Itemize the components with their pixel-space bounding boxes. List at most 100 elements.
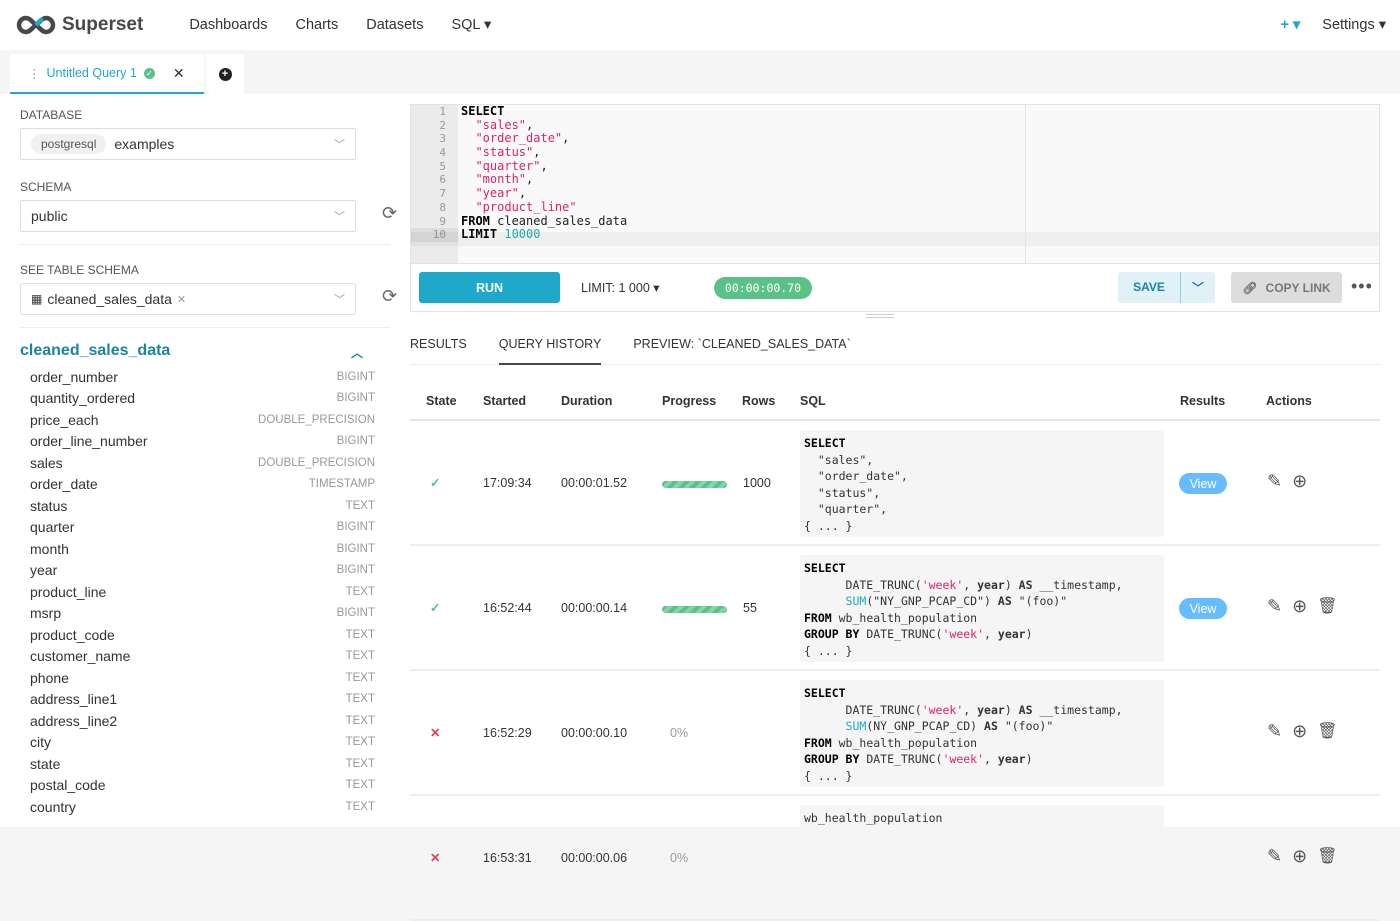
close-tab-icon[interactable]: ✕ (172, 64, 185, 81)
row-actions: ✎ ⊕ (1267, 471, 1307, 492)
add-circle-icon[interactable]: ⊕ (1292, 721, 1308, 741)
sql-editor[interactable]: 1 2 3 4 5 6 7 8 9 10 SELECT "sales", "order_date"… (410, 104, 1380, 264)
column-name: price_each (30, 411, 99, 428)
nav-charts[interactable]: Charts (295, 17, 339, 33)
table-select[interactable]: ▦ cleaned_sales_data ✕ ﹀ (20, 283, 356, 315)
line-number: 6 (439, 173, 446, 187)
refresh-tables-icon[interactable]: ⟳ (382, 286, 398, 306)
nav-dashboards[interactable]: Dashboards (189, 17, 268, 33)
tab-preview[interactable]: PREVIEW: `CLEANED_SALES_DATA` (633, 337, 851, 351)
column-row[interactable]: product_code TEXT (20, 624, 375, 646)
tab-query-history[interactable]: QUERY HISTORY (498, 329, 602, 365)
duration: 00:00:00.06 (561, 851, 628, 865)
add-circle-icon[interactable]: ⊕ (1292, 596, 1308, 616)
column-row[interactable]: msrp BIGINT (20, 603, 375, 625)
col-started: Started (483, 394, 527, 408)
edit-pencil-icon[interactable]: ✎ (1267, 471, 1283, 491)
history-table-header: State Started Duration Progress Rows SQL… (410, 386, 1380, 421)
column-name: state (30, 755, 61, 772)
trash-icon[interactable]: 🗑︎ (1317, 598, 1338, 615)
table-value: cleaned_sales_data (47, 291, 172, 307)
column-row[interactable]: product_line TEXT (20, 581, 375, 603)
column-row[interactable]: quantity_ordered BIGINT (20, 388, 375, 410)
refresh-schema-icon[interactable]: ⟳ (382, 203, 398, 223)
add-tab-button[interactable]: + (206, 54, 244, 94)
sql-token: SELECT (804, 686, 846, 700)
add-circle-icon[interactable]: ⊕ (1292, 471, 1308, 491)
column-row[interactable]: order_line_number BIGINT (20, 431, 375, 453)
remove-table-icon[interactable]: ✕ (176, 293, 187, 306)
schema-select[interactable]: public ﹀ (20, 200, 356, 232)
column-row[interactable]: status TEXT (20, 495, 375, 517)
save-dropdown-chevron-icon[interactable]: ﹀ (1191, 281, 1204, 295)
started-time: 16:53:31 (483, 851, 532, 865)
column-row[interactable]: quarter BIGINT (20, 517, 375, 539)
column-row[interactable]: address_line1 TEXT (20, 689, 375, 711)
column-row[interactable]: price_each DOUBLE_PRECISION (20, 409, 375, 431)
column-row[interactable]: order_date TIMESTAMP (20, 474, 375, 496)
sql-line: SELECT (804, 560, 1160, 577)
sql-line: DATE_TRUNC('week', year) AS __timestamp, (804, 577, 1160, 594)
line-number: 8 (439, 200, 446, 214)
table-schema-title[interactable]: cleaned_sales_data ︿ (20, 342, 370, 360)
sql-code[interactable]: SELECT "sales", "order_date", "status", … (461, 104, 627, 242)
settings-menu[interactable]: Settings ▾ (1322, 17, 1386, 33)
sql-token: , (963, 702, 978, 717)
edit-pencil-icon[interactable]: ✎ (1267, 721, 1283, 741)
code-token: "quarter" (475, 158, 541, 173)
view-results-button[interactable]: View (1179, 473, 1227, 494)
column-name: address_line2 (30, 712, 118, 729)
database-select[interactable]: postgresql examples ﹀ (20, 128, 356, 160)
run-button[interactable]: RUN (419, 272, 560, 303)
limit-dropdown[interactable]: LIMIT: 1 000 ▾ (581, 281, 660, 295)
drag-handle-icon[interactable]: ⋮ (28, 66, 41, 81)
column-row[interactable]: city TEXT (20, 732, 375, 754)
sql-token: "order_date", (804, 469, 908, 483)
view-results-button[interactable]: View (1179, 598, 1227, 619)
query-tab[interactable]: ⋮ Untitled Query 1 ✓ ✕ (10, 54, 204, 94)
line-number: 10 (411, 228, 458, 242)
edit-pencil-icon[interactable]: ✎ (1267, 846, 1283, 866)
column-row[interactable]: month BIGINT (20, 538, 375, 560)
new-plus-menu[interactable]: + ▾ (1280, 17, 1301, 33)
column-row[interactable]: address_line2 TEXT (20, 710, 375, 732)
column-row[interactable]: country TEXT (20, 796, 375, 818)
tab-results[interactable]: RESULTS (410, 337, 467, 351)
column-row[interactable]: customer_name TEXT (20, 646, 375, 668)
success-check-icon: ✓ (143, 67, 155, 79)
sql-preview[interactable]: wb_health_population (800, 805, 1164, 912)
edit-pencil-icon[interactable]: ✎ (1267, 596, 1283, 616)
sql-preview[interactable]: SELECT DATE_TRUNC('week', year) AS __tim… (800, 680, 1164, 787)
save-button[interactable]: SAVE ﹀ (1118, 272, 1215, 303)
column-type: BIGINT (336, 392, 375, 405)
column-row[interactable]: order_number BIGINT (20, 366, 375, 388)
nav-sql-menu[interactable]: SQL ▾ (451, 17, 492, 33)
history-row: ✓ 16:52:44 00:00:00.14 55 SELECT DATE_TRUNC(… (410, 546, 1380, 671)
more-options-icon[interactable]: ••• (1351, 276, 1373, 296)
column-row[interactable]: phone TEXT (20, 667, 375, 689)
sql-preview[interactable]: SELECT DATE_TRUNC('week', year) AS __tim… (800, 555, 1164, 662)
sql-line: { ... } (804, 768, 1160, 785)
sql-preview[interactable]: SELECT "sales", "order_date", "status", … (800, 430, 1164, 537)
copy-link-button[interactable]: 🔗︎ COPY LINK (1231, 272, 1342, 303)
trash-icon[interactable]: 🗑︎ (1317, 848, 1338, 865)
sql-token: wb_health_population (831, 735, 978, 750)
resize-handle[interactable] (866, 314, 894, 318)
column-row[interactable]: sales DOUBLE_PRECISION (20, 452, 375, 474)
trash-icon[interactable]: 🗑︎ (1317, 723, 1338, 740)
sql-token: ) (1025, 627, 1033, 641)
column-row[interactable]: state TEXT (20, 753, 375, 775)
table-name: cleaned_sales_data (20, 342, 171, 359)
sql-token: (NY_GNP_PCAP_CD) (866, 719, 985, 733)
collapse-chevron-icon[interactable]: ︿ (350, 346, 363, 360)
nav-datasets[interactable]: Datasets (366, 17, 424, 33)
superset-logo[interactable]: Superset (16, 14, 143, 36)
column-row[interactable]: postal_code TEXT (20, 775, 375, 797)
history-row: ✓ 17:09:34 00:00:01.52 1000 SELECT "sales", … (410, 421, 1380, 546)
column-row[interactable]: year BIGINT (20, 560, 375, 582)
save-label[interactable]: SAVE (1118, 272, 1181, 303)
line-number: 2 (439, 118, 446, 132)
row-count: 1000 (743, 476, 771, 490)
add-circle-icon[interactable]: ⊕ (1292, 846, 1308, 866)
col-actions: Actions (1266, 394, 1312, 408)
